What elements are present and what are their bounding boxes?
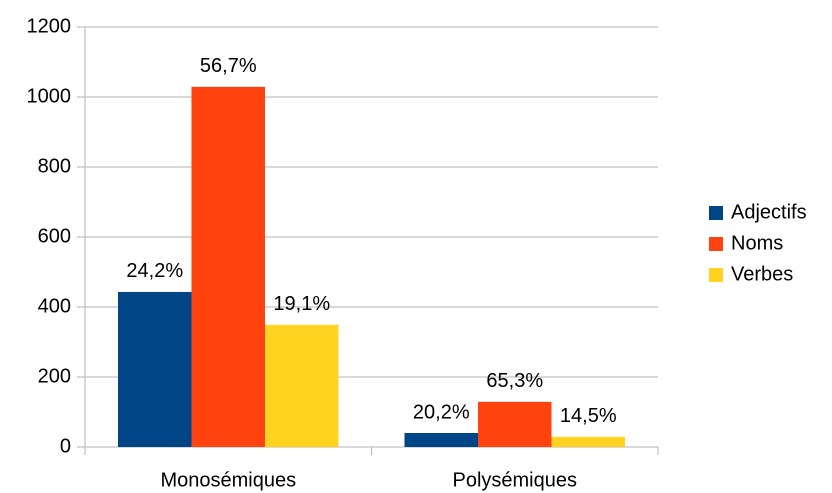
y-tick-label: 400 [38, 295, 71, 317]
y-tick-label: 800 [38, 155, 71, 177]
legend-label: Adjectifs [731, 201, 807, 223]
y-tick-label: 1000 [27, 85, 72, 107]
bar [551, 436, 625, 447]
y-tick-label: 600 [38, 225, 71, 247]
y-tick-label: 0 [60, 435, 71, 457]
data-label: 56,7% [200, 55, 257, 77]
x-tick-label: Polysémiques [452, 469, 577, 491]
data-label: 65,3% [486, 370, 543, 392]
x-tick-label: Monosémiques [160, 469, 296, 491]
data-label: 19,1% [273, 293, 330, 315]
data-label: 14,5% [560, 405, 617, 427]
bar [478, 401, 552, 447]
legend-label: Noms [731, 232, 783, 254]
data-label: 20,2% [413, 401, 470, 423]
bar [265, 324, 339, 447]
legend-swatch [709, 268, 723, 282]
data-label: 24,2% [126, 260, 183, 282]
legend-label: Verbes [731, 263, 793, 285]
bar [404, 433, 478, 447]
legend-swatch [709, 206, 723, 220]
y-tick-label: 1200 [27, 15, 72, 37]
legend-swatch [709, 237, 723, 251]
y-tick-label: 200 [38, 365, 71, 387]
bar [118, 291, 192, 447]
bar [191, 86, 265, 447]
